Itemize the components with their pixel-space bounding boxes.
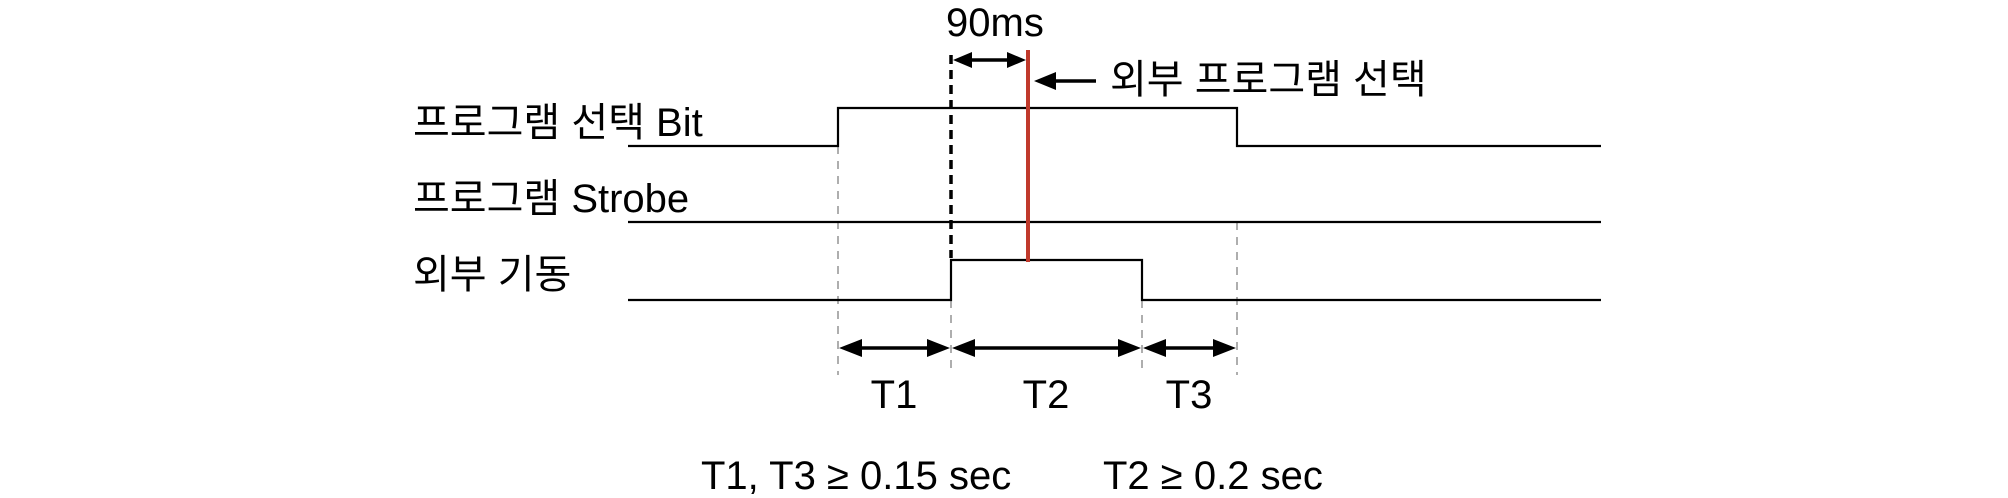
interval-label-t1: T1 [871,373,918,417]
interval-label-t3: T3 [1166,373,1213,417]
external-select-pointer-arrow [1034,72,1096,90]
condition-t2: T2 ≥ 0.2 sec [1103,454,1323,498]
waveform-select-bit [628,106,1601,148]
interval-arrow-t1 [839,339,950,357]
interval-label-t2: T2 [1023,373,1070,417]
interval-arrow-t3 [1143,339,1236,357]
condition-t1-t3: T1, T3 ≥ 0.15 sec [701,454,1011,498]
waveform-external-start [628,258,1601,302]
signal-label-select-bit: 프로그램 선택 Bit [413,101,703,145]
interval-arrow-t2 [952,339,1141,357]
signal-label-strobe: 프로그램 Strobe [413,177,689,221]
delay-arrow [953,52,1026,68]
external-select-label: 외부 프로그램 선택 [1110,58,1427,102]
delay-label: 90ms [946,1,1044,45]
signal-label-external-start: 외부 기동 [413,253,571,297]
